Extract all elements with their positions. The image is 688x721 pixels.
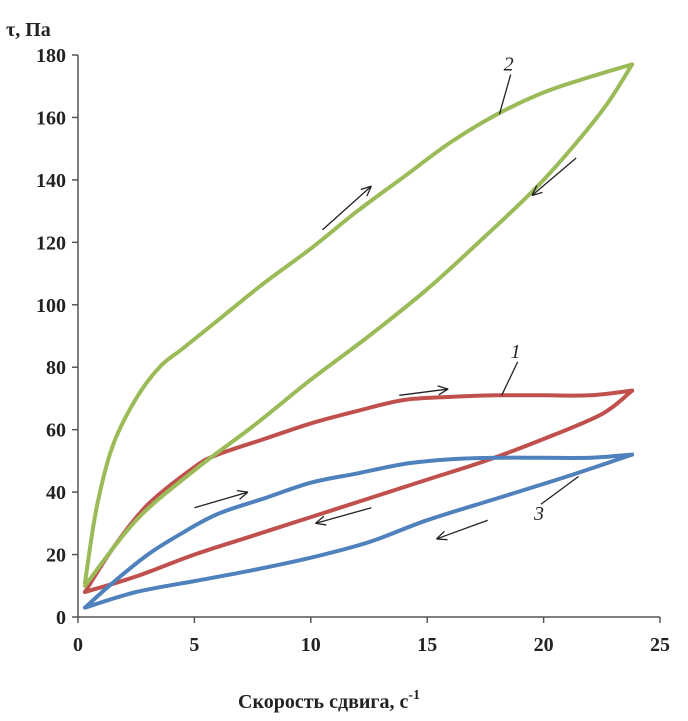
y-tick-label: 20 [46,545,66,567]
curve-3-leader-line [540,475,579,505]
direction-arrow-3-down [436,519,488,541]
y-axis-title: τ, Па [6,19,51,41]
curve-1-label: 1 [511,341,521,363]
y-tick-label: 100 [36,295,66,317]
series-3-down-curve [83,452,635,610]
y-tick-label: 160 [36,107,66,129]
x-tick-label: 0 [73,634,83,656]
y-tick-label: 0 [56,607,66,629]
direction-arrow-2-down [531,157,577,197]
series-layer [83,62,635,610]
curve-3-label: 3 [533,503,544,525]
direction-arrow-2-up [322,185,372,231]
y-tick-label: 40 [46,482,66,504]
ticks: 0 5 10 15 20 25 0 20 40 60 80 100 120 140 160 180 [36,45,670,656]
y-tick-label: 180 [36,45,66,67]
x-tick-label: 20 [534,634,554,656]
series-1-up-curve [83,388,635,594]
direction-arrow-1-down [315,507,372,526]
curve-1-leader-line [501,361,519,396]
x-tick-label: 10 [301,634,321,656]
x-axis-title-exponent: -1 [408,688,420,703]
x-axis-title-text: Скорость сдвига, с [238,691,409,713]
direction-arrow-3-up [194,489,249,509]
curve-2-label: 2 [504,54,514,76]
axes [77,55,660,618]
curve-2-leader-line [498,74,512,115]
y-tick-label: 140 [36,170,66,192]
x-tick-label: 25 [650,634,670,656]
y-tick-label: 120 [36,232,66,254]
annotation-layer: 2 1 3 [498,54,579,525]
direction-arrow-1-up [399,385,449,396]
y-tick-label: 60 [46,420,66,442]
arrow-layer [194,157,577,541]
series-1-down-curve [83,388,635,594]
series-2-down-curve [83,62,635,588]
series-2-up-curve [83,62,635,585]
x-tick-label: 5 [189,634,199,656]
x-tick-label: 15 [417,634,437,656]
y-tick-label: 80 [46,357,66,379]
series-3-up-curve [83,452,635,610]
x-axis-title: Скорость сдвига, с-1 [238,688,420,713]
